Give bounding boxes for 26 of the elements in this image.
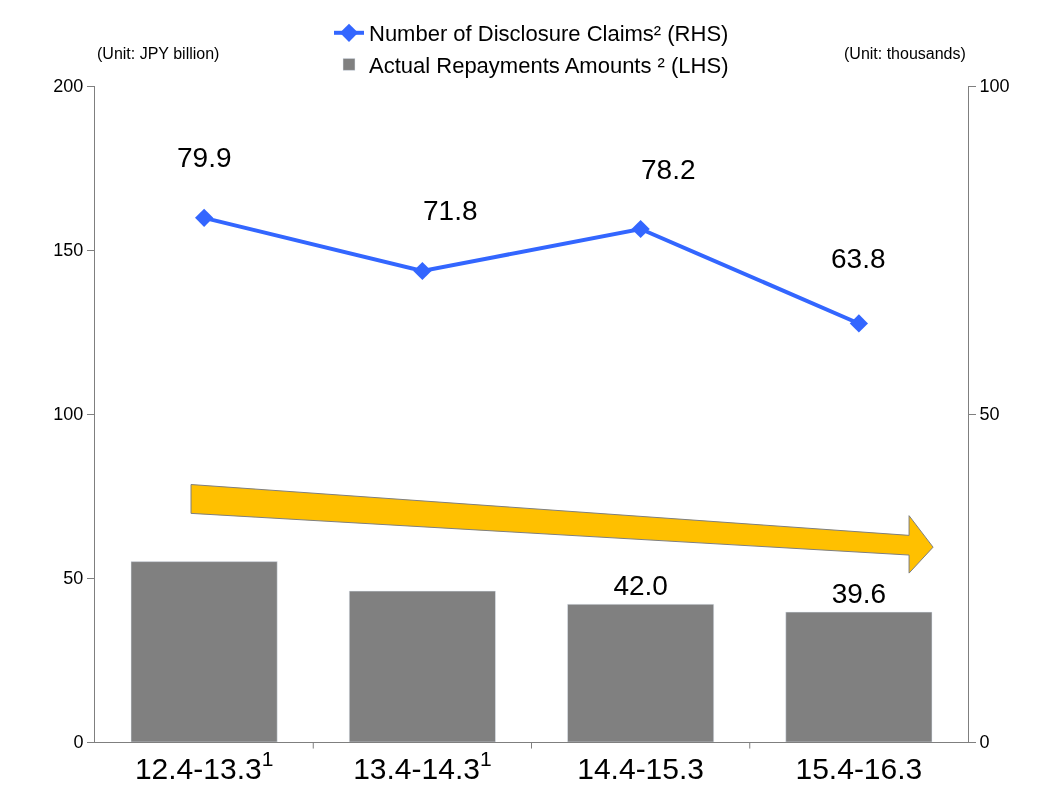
y-tick-label: 200: [53, 76, 84, 97]
x-tick-label: 12.4-13.3$^{1}$: [134, 747, 274, 785]
y2-tick-label: 0: [979, 732, 990, 753]
text: (Unit: JPY billion): [97, 45, 220, 62]
legend-label: Number of Disclosure Claims² (RHS): [369, 21, 729, 47]
legend-label: Actual Repayments Amounts ² (LHS): [369, 52, 729, 78]
x-tick-label: 13.4-14.3$^{1}$: [353, 747, 492, 785]
y2-tick-label: 50: [979, 404, 1000, 425]
y2-tick-label: 100: [979, 76, 1010, 97]
data-label: 79.9: [177, 142, 232, 173]
text: (Unit: thousands): [844, 45, 966, 62]
data-label: 71.8: [423, 195, 478, 226]
x-tick-label: 14.4-15.3: [577, 752, 705, 785]
y-tick-label: 50: [63, 568, 84, 589]
y-tick-label: 0: [73, 732, 84, 753]
data-label: 42.0: [613, 570, 668, 602]
data-label: 78.2: [641, 154, 696, 185]
y-tick-label: 150: [53, 240, 84, 261]
point: [413, 261, 432, 281]
point: [195, 208, 214, 227]
data-label: 39.6: [831, 578, 887, 610]
y-tick-label: 100: [53, 404, 84, 425]
data-label: 63.8: [831, 243, 886, 274]
x-tick-label: 15.4-16.3: [795, 752, 923, 785]
point: [849, 314, 868, 333]
point: [631, 219, 650, 239]
